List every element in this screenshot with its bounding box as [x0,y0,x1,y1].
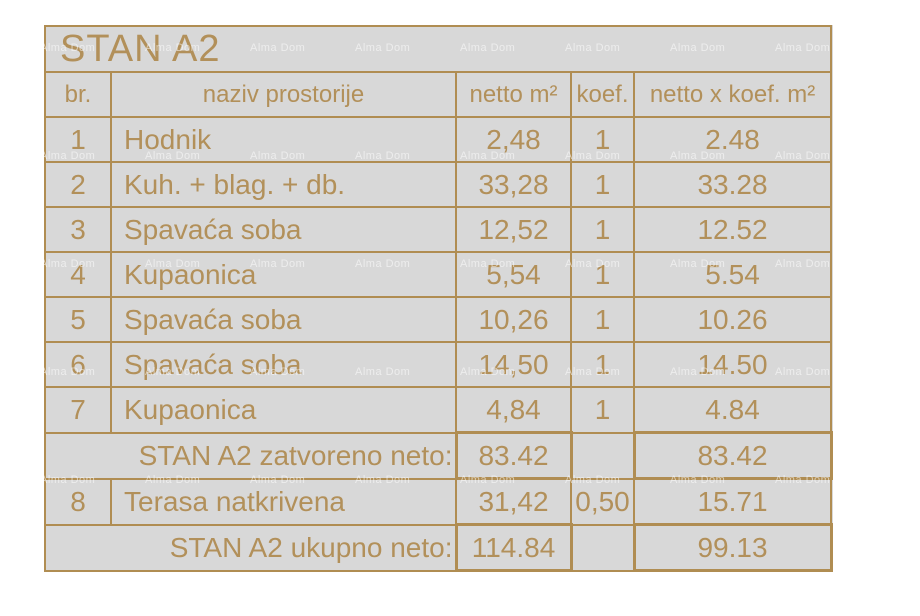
room-name: Hodnik [110,116,457,163]
col-header-br: br. [44,71,112,118]
table-row: 7 Kupaonica 4,84 1 4.84 [44,386,833,434]
room-name: Kupaonica [110,386,457,434]
netto-value: 33,28 [455,161,572,208]
row-number: 6 [44,341,112,388]
summary-label: STAN A2 zatvoreno neto: [44,431,457,480]
summary-label: STAN A2 ukupno neto: [44,523,457,572]
table-row: 6 Spavaća soba 14,50 1 14.50 [44,341,833,388]
netto-value: 12,52 [455,206,572,253]
koef-value: 1 [570,341,635,388]
netto-koef-value: 15.71 [632,477,833,526]
koef-value: 1 [570,161,635,208]
room-name: Spavaća soba [110,206,457,253]
netto-koef-value: 5.54 [632,251,833,298]
room-name: Terasa natkrivena [110,477,457,526]
row-number: 1 [44,116,112,163]
row-number: 5 [44,296,112,343]
netto-koef-value: 12.52 [632,206,833,253]
room-name: Spavaća soba [110,341,457,388]
summary-koef-empty [570,523,635,572]
netto-koef-value: 2.48 [632,116,833,163]
summary-row: STAN A2 zatvoreno neto: 83.42 83.42 [44,431,833,480]
netto-value: 31,42 [455,477,572,526]
room-name: Kuh. + blag. + db. [110,161,457,208]
row-number: 3 [44,206,112,253]
col-header-netto-x-koef-m2: netto x koef. m² [632,71,833,118]
table-row: 3 Spavaća soba 12,52 1 12.52 [44,206,833,253]
koef-value: 1 [570,116,635,163]
row-number: 4 [44,251,112,298]
netto-value: 5,54 [455,251,572,298]
koef-value: 1 [570,206,635,253]
netto-koef-value: 14.50 [632,341,833,388]
table-row: 8 Terasa natkrivena 31,42 0,50 15.71 [44,477,833,526]
netto-value: 4,84 [455,386,572,434]
header-row: br. naziv prostorije netto m² koef. nett… [44,71,833,118]
col-header-netto-m2: netto m² [455,71,572,118]
netto-koef-value: 4.84 [632,386,833,434]
title-row: STAN A2 [43,25,833,73]
summary-koef-empty [570,431,635,480]
summary-netto-koef-value: 99.13 [632,523,833,572]
row-number: 2 [44,161,112,208]
summary-netto-koef-value: 83.42 [632,431,833,480]
room-name: Kupaonica [110,251,457,298]
table-row: 4 Kupaonica 5,54 1 5.54 [44,251,833,298]
stan-a2-area-table: STAN A2 br. naziv prostorije netto m² ko… [43,25,833,572]
koef-value: 1 [570,251,635,298]
col-header-koef: koef. [570,71,635,118]
table-row: 1 Hodnik 2,48 1 2.48 [44,116,833,163]
row-number: 8 [44,477,112,526]
row-number: 7 [44,386,112,434]
summary-row: STAN A2 ukupno neto: 114.84 99.13 [44,523,833,572]
netto-koef-value: 10.26 [632,296,833,343]
netto-koef-value: 33.28 [632,161,833,208]
table-row: 5 Spavaća soba 10,26 1 10.26 [44,296,833,343]
netto-value: 10,26 [455,296,572,343]
table-title: STAN A2 [43,25,833,73]
table-row: 2 Kuh. + blag. + db. 33,28 1 33.28 [44,161,833,208]
koef-value: 0,50 [570,477,635,526]
koef-value: 1 [570,386,635,434]
room-name: Spavaća soba [110,296,457,343]
netto-value: 14,50 [455,341,572,388]
summary-netto-value: 114.84 [454,523,573,572]
col-header-naziv-prostorije: naziv prostorije [110,71,457,118]
summary-netto-value: 83.42 [454,431,573,480]
koef-value: 1 [570,296,635,343]
netto-value: 2,48 [455,116,572,163]
